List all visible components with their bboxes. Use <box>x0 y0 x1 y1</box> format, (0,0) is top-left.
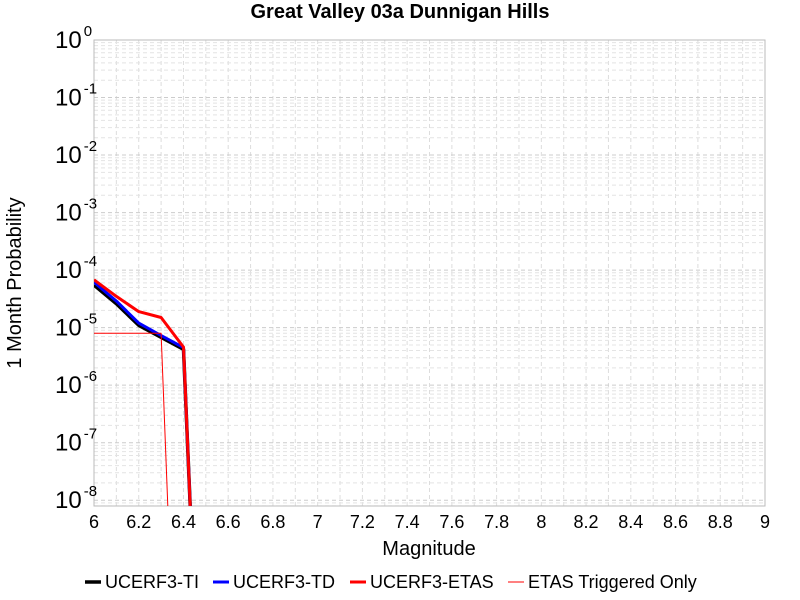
x-tick-label: 7 <box>313 512 323 532</box>
legend-label-ucerf3-td: UCERF3-TD <box>233 572 335 592</box>
x-tick-label: 8 <box>536 512 546 532</box>
y-tick-label: 10 0 <box>55 23 92 54</box>
x-tick-label: 6.4 <box>171 512 196 532</box>
x-tick-label: 7.6 <box>439 512 464 532</box>
series-line-ucerf3-etas <box>94 278 192 506</box>
y-tick-label: 10 -6 <box>55 368 97 399</box>
y-tick-label: 10 -7 <box>55 426 97 457</box>
x-tick-label: 7.8 <box>484 512 509 532</box>
x-tick-label: 6.8 <box>260 512 285 532</box>
chart-title: Great Valley 03a Dunnigan Hills <box>250 1 549 23</box>
x-tick-label: 6.6 <box>216 512 241 532</box>
x-tick-label: 6.2 <box>126 512 151 532</box>
plot-area-frame <box>93 39 766 507</box>
x-tick-label: 6 <box>89 512 99 532</box>
grid-lines <box>93 39 766 507</box>
y-tick-label: 10 -3 <box>55 196 97 227</box>
x-tick-label: 9 <box>760 512 770 532</box>
legend-label-etas-triggered-only: ETAS Triggered Only <box>528 572 697 592</box>
legend: UCERF3-TI UCERF3-TD UCERF3-ETAS ETAS Trigge… <box>85 572 697 592</box>
legend-label-ucerf3-etas: UCERF3-ETAS <box>370 572 494 592</box>
series-line-etas-triggered-only <box>94 332 169 506</box>
x-tick-label: 7.2 <box>350 512 375 532</box>
y-tick-label: 10 -1 <box>55 81 97 112</box>
x-tick-label: 8.6 <box>663 512 688 532</box>
x-tick-label: 8.2 <box>574 512 599 532</box>
y-tick-label: 10 -8 <box>55 483 97 514</box>
y-axis-label: 1 Month Probability <box>4 197 26 368</box>
y-tick-label: 10 -2 <box>55 138 97 169</box>
x-tick-label: 8.8 <box>708 512 733 532</box>
legend-label-ucerf3-ti: UCERF3-TI <box>105 572 199 592</box>
x-tick-label: 7.4 <box>395 512 420 532</box>
y-tick-label: 10 -5 <box>55 311 97 342</box>
y-tick-label: 10 -4 <box>55 253 97 284</box>
x-axis-ticks: 6 6.2 6.4 6.6 6.8 7 7.2 7.4 7.6 7.8 8 8.2 8.4 8.6 8.8 9 <box>89 512 770 532</box>
series-layer <box>94 278 192 506</box>
x-axis-label: Magnitude <box>382 538 475 560</box>
x-tick-label: 8.4 <box>618 512 643 532</box>
